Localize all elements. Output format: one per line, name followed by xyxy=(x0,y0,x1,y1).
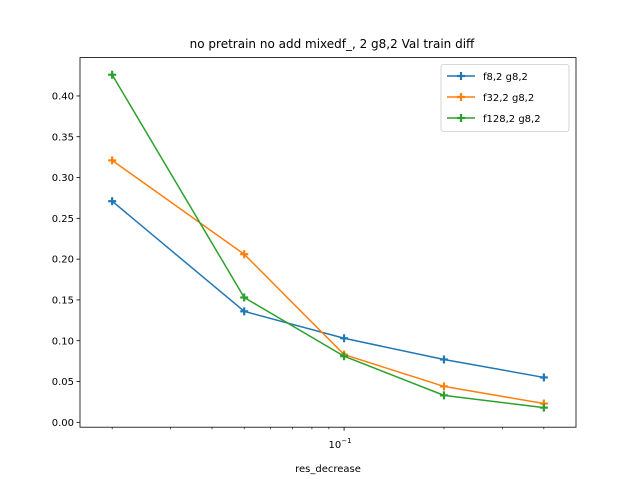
legend-item: f8,2 g8,2 xyxy=(447,72,528,83)
legend-box xyxy=(440,64,570,132)
legend-marker xyxy=(457,93,465,101)
legend-marker xyxy=(457,114,465,122)
data-point xyxy=(240,293,249,302)
data-point xyxy=(340,334,349,343)
y-tick-label: 0.10 xyxy=(52,336,74,347)
data-point xyxy=(340,352,349,361)
y-tick-label: 0.05 xyxy=(52,377,74,388)
legend-item: f128,2 g8,2 xyxy=(447,114,541,125)
data-point xyxy=(108,70,117,79)
axes-frame xyxy=(79,57,577,428)
x-tick-base: 10 xyxy=(329,440,342,451)
legend-label: f32,2 g8,2 xyxy=(483,93,534,104)
x-tick-exponent: −1 xyxy=(341,437,351,445)
data-point xyxy=(240,250,249,259)
legend-label: f8,2 g8,2 xyxy=(483,72,528,83)
y-tick-label: 0.35 xyxy=(52,132,74,143)
legend-label: f128,2 g8,2 xyxy=(483,114,541,125)
y-tick-label: 0.40 xyxy=(52,92,74,103)
y-tick-label: 0.15 xyxy=(52,296,74,307)
y-tick-label: 0.30 xyxy=(52,173,74,184)
legend-marker xyxy=(457,72,465,80)
chart-title: no pretrain no add mixedf_, 2 g8,2 Val t… xyxy=(190,37,475,51)
data-point xyxy=(439,391,448,400)
y-tick-label: 0.25 xyxy=(52,214,74,225)
y-tick-label: 0.00 xyxy=(52,418,74,429)
y-tick-label: 0.20 xyxy=(52,255,74,266)
data-point xyxy=(240,307,249,316)
x-tick-label: 10−1 xyxy=(329,437,352,451)
plot-area: 0.00 0.05 0.10 0.15 0.20 0.25 0.30 0.35 0.40 10−1 xyxy=(52,70,548,451)
data-point xyxy=(539,403,548,412)
data-point xyxy=(539,373,548,382)
data-point xyxy=(439,355,448,364)
data-point xyxy=(108,197,117,206)
legend: f8,2 g8,2 f32,2 g8,2 f128,2 g8,2 xyxy=(440,64,570,132)
legend-item: f32,2 g8,2 xyxy=(447,93,534,104)
x-axis-label: res_decrease xyxy=(295,464,361,475)
data-point xyxy=(439,382,448,391)
data-point xyxy=(108,156,117,165)
